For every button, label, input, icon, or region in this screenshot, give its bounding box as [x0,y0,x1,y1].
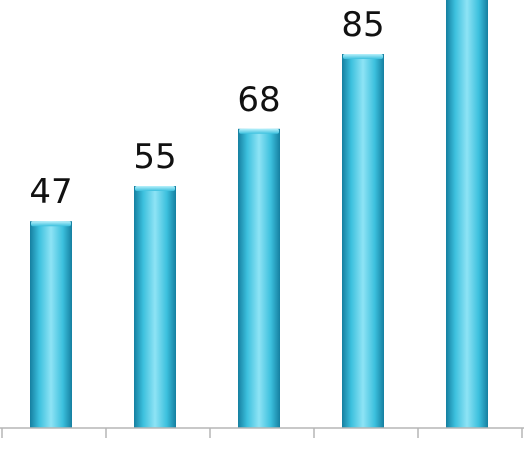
bar-group [30,0,488,429]
data-label-group: 47 55 68 85 [29,5,384,212]
data-label-2: 55 [133,137,176,177]
bar-2 [134,186,176,428]
bar-3 [238,128,280,429]
bar-4 [342,54,384,428]
data-label-4: 85 [341,5,384,45]
bar-cap-3 [239,128,279,134]
data-label-1: 47 [29,172,72,212]
bar-1 [30,221,72,428]
x-axis-ticks [1,428,523,438]
bar-cap-2 [135,186,175,191]
data-label-3: 68 [237,80,280,120]
bar-cap-1 [31,221,71,227]
bar-5 [446,0,488,428]
bar-cap-4 [343,54,383,59]
